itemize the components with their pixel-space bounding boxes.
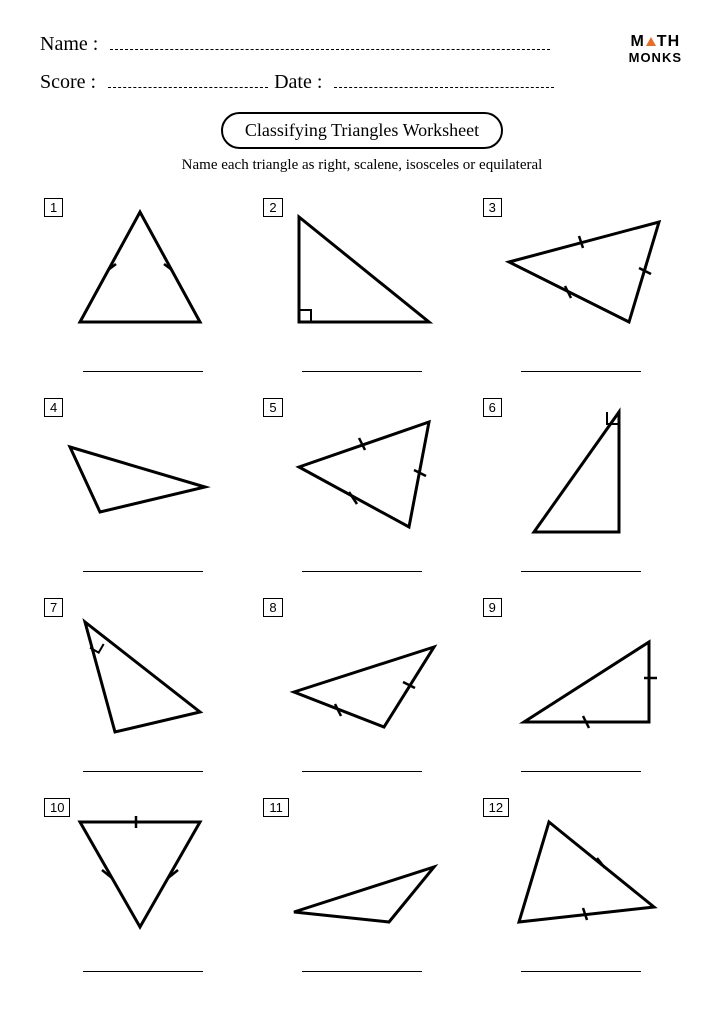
- name-blank[interactable]: [110, 30, 550, 50]
- name-row: Name :: [40, 30, 684, 56]
- problem-cell: 8: [259, 592, 464, 782]
- triangle-equilateral: [40, 792, 240, 942]
- triangle-isosceles: [40, 192, 240, 342]
- triangle-right: [40, 592, 240, 742]
- triangle-isosceles: [479, 592, 679, 742]
- score-label: Score :: [40, 71, 96, 94]
- worksheet-title: Classifying Triangles Worksheet: [221, 112, 503, 149]
- triangle-isosceles: [479, 792, 679, 942]
- answer-blank[interactable]: [83, 971, 203, 972]
- problem-cell: 12: [479, 792, 684, 982]
- triangle-equilateral: [479, 192, 679, 342]
- answer-blank[interactable]: [83, 371, 203, 372]
- brand-logo: MTH MONKS: [629, 34, 682, 66]
- problem-cell: 5: [259, 392, 464, 582]
- problem-cell: 4: [40, 392, 245, 582]
- triangle-scalene: [40, 392, 240, 542]
- date-blank[interactable]: [334, 68, 554, 88]
- answer-blank[interactable]: [302, 971, 422, 972]
- name-label: Name :: [40, 33, 98, 56]
- score-blank[interactable]: [108, 68, 268, 88]
- answer-blank[interactable]: [521, 771, 641, 772]
- triangle-scalene: [259, 792, 459, 942]
- answer-blank[interactable]: [83, 571, 203, 572]
- problem-cell: 2: [259, 192, 464, 382]
- problem-cell: 10: [40, 792, 245, 982]
- problem-cell: 7: [40, 592, 245, 782]
- answer-blank[interactable]: [83, 771, 203, 772]
- problem-cell: 9: [479, 592, 684, 782]
- problem-cell: 11: [259, 792, 464, 982]
- problem-grid: 123456789101112: [40, 192, 684, 982]
- answer-blank[interactable]: [302, 771, 422, 772]
- triangle-equilateral: [259, 392, 459, 542]
- triangle-right: [479, 392, 679, 542]
- problem-cell: 6: [479, 392, 684, 582]
- problem-cell: 1: [40, 192, 245, 382]
- answer-blank[interactable]: [302, 571, 422, 572]
- worksheet-subtitle: Name each triangle as right, scalene, is…: [40, 157, 684, 174]
- triangle-isosceles: [259, 592, 459, 742]
- problem-cell: 3: [479, 192, 684, 382]
- date-label: Date :: [274, 71, 322, 94]
- score-date-row: Score : Date :: [40, 68, 684, 94]
- answer-blank[interactable]: [521, 571, 641, 572]
- triangle-right: [259, 192, 459, 342]
- answer-blank[interactable]: [521, 371, 641, 372]
- answer-blank[interactable]: [302, 371, 422, 372]
- answer-blank[interactable]: [521, 971, 641, 972]
